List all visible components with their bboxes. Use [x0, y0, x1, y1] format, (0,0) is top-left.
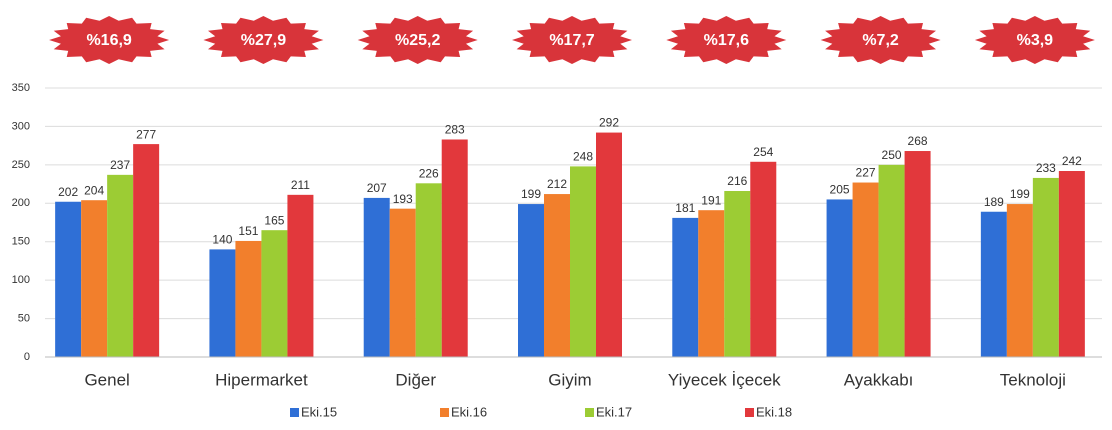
- data-label: 140: [212, 233, 232, 247]
- bar: [1058, 171, 1085, 357]
- legend-label: Eki.17: [596, 404, 632, 419]
- bar: [415, 183, 442, 357]
- bar: [724, 190, 751, 357]
- badge-label: %25,2: [395, 32, 440, 49]
- bar: [980, 211, 1007, 357]
- badge-label: %27,9: [241, 32, 286, 49]
- x-tick-label: Giyim: [548, 370, 591, 389]
- legend-swatch: [745, 408, 754, 417]
- data-label: 193: [393, 192, 413, 206]
- data-label: 277: [136, 127, 156, 141]
- y-tick-label: 50: [18, 312, 30, 324]
- bar: [852, 182, 879, 357]
- badge-label: %17,7: [549, 32, 594, 49]
- bar: [698, 210, 725, 357]
- bar: [1006, 204, 1033, 357]
- data-label: 242: [1062, 154, 1082, 168]
- badge-label: %16,9: [86, 32, 131, 49]
- data-label: 189: [984, 195, 1004, 209]
- data-label: 283: [445, 123, 465, 137]
- badge: [666, 16, 787, 64]
- data-label: 211: [291, 178, 310, 192]
- data-label: 250: [882, 148, 902, 162]
- data-label: 181: [675, 201, 695, 215]
- bar: [261, 230, 288, 357]
- y-tick-label: 250: [12, 159, 30, 171]
- data-label: 191: [701, 193, 721, 207]
- x-tick-label: Ayakkabı: [844, 370, 914, 389]
- data-label: 248: [573, 150, 593, 164]
- data-label: 204: [84, 183, 104, 197]
- bar: [826, 199, 853, 357]
- x-tick-label: Diğer: [395, 370, 436, 389]
- bar: [904, 151, 931, 357]
- badge: [820, 16, 941, 64]
- data-label: 268: [908, 134, 928, 148]
- bar: [1032, 177, 1059, 357]
- data-label: 227: [856, 166, 876, 180]
- bar: [518, 204, 544, 357]
- badge: [49, 16, 170, 64]
- data-label: 205: [830, 183, 850, 197]
- y-tick-label: 100: [12, 274, 30, 286]
- legend-swatch: [290, 408, 299, 417]
- bar: [570, 166, 596, 357]
- badge: [357, 16, 478, 64]
- bar: [750, 161, 777, 357]
- data-label: 233: [1036, 161, 1056, 175]
- bar: [235, 240, 262, 357]
- data-label: 254: [753, 145, 773, 159]
- badge: [512, 16, 632, 64]
- data-label: 199: [1010, 187, 1030, 201]
- data-label: 216: [727, 174, 747, 188]
- data-label: 202: [58, 185, 78, 199]
- bar: [81, 200, 108, 357]
- y-tick-label: 150: [12, 236, 30, 248]
- bar: [596, 132, 622, 357]
- bar: [287, 194, 314, 357]
- data-label: 151: [238, 224, 258, 238]
- legend-swatch: [440, 408, 449, 417]
- x-tick-label: Hipermarket: [215, 370, 308, 389]
- badge-label: %7,2: [862, 32, 899, 49]
- legend-label: Eki.16: [451, 404, 487, 419]
- x-tick-label: Teknoloji: [1000, 370, 1066, 389]
- y-tick-label: 0: [24, 351, 30, 363]
- data-label: 226: [419, 166, 439, 180]
- bar: [363, 197, 390, 357]
- bar: [107, 174, 134, 357]
- x-tick-label: Yiyecek İçecek: [668, 370, 781, 389]
- bar: [389, 208, 416, 357]
- badge-label: %3,9: [1017, 32, 1054, 49]
- legend-swatch: [585, 408, 594, 417]
- y-tick-label: 350: [12, 82, 30, 94]
- bar: [55, 201, 82, 357]
- y-tick-label: 300: [12, 120, 30, 132]
- legend-label: Eki.18: [756, 404, 792, 419]
- bar: [441, 139, 468, 357]
- data-label: 207: [367, 181, 387, 195]
- data-label: 199: [521, 187, 541, 201]
- x-tick-label: Genel: [84, 370, 129, 389]
- data-label: 292: [599, 116, 619, 130]
- badge: [203, 16, 324, 64]
- bar: [544, 194, 570, 357]
- y-tick-label: 200: [12, 197, 30, 209]
- data-label: 237: [110, 158, 130, 172]
- legend-label: Eki.15: [301, 404, 337, 419]
- data-label: 212: [547, 177, 567, 191]
- bar: [672, 217, 699, 357]
- data-label: 165: [264, 213, 284, 227]
- bar: [209, 249, 236, 357]
- badge: [974, 16, 1095, 64]
- badge-label: %17,6: [704, 32, 749, 49]
- bar: [878, 164, 905, 357]
- bar: [133, 144, 160, 357]
